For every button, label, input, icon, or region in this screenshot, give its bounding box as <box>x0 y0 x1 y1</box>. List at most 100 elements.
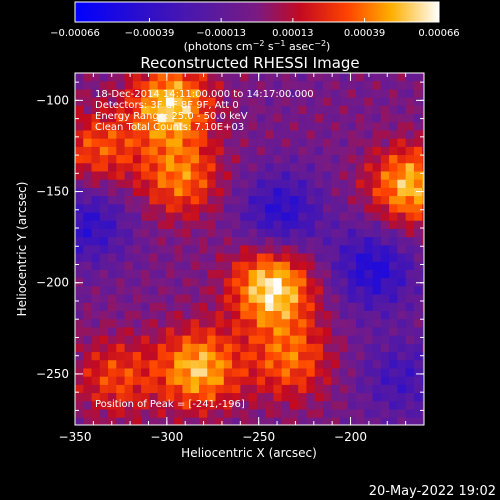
heatmap-cell <box>389 417 398 425</box>
heatmap-cell <box>298 105 308 115</box>
heatmap-cell <box>182 130 192 140</box>
heatmap-cell <box>165 81 175 91</box>
heatmap-cell <box>190 360 200 370</box>
heatmap-cell <box>108 302 117 312</box>
heatmap-cell <box>314 212 324 222</box>
heatmap-cell <box>108 294 117 304</box>
heatmap-cell <box>422 384 424 394</box>
heatmap-cell <box>314 311 324 320</box>
heatmap-cell <box>141 196 150 205</box>
heatmap-cell <box>430 106 439 115</box>
heatmap-cell <box>314 401 324 411</box>
heatmap-cell <box>223 409 233 419</box>
heatmap-cell <box>132 409 142 419</box>
heatmap-cell <box>215 228 225 238</box>
heatmap-cell <box>273 376 283 386</box>
heatmap-cell <box>339 81 349 91</box>
heatmap-cell <box>108 81 117 91</box>
heatmap-cell <box>372 220 382 230</box>
heatmap-cell <box>380 155 390 164</box>
heatmap-cell <box>339 269 349 279</box>
colorbar-ticks: −0.00066 −0.00039 −0.00013 0.00013 0.00039 0.… <box>50 18 460 39</box>
heatmap-cell <box>99 81 109 91</box>
heatmap-cell <box>149 409 159 419</box>
heatmap-cell <box>430 98 439 107</box>
heatmap-cell <box>322 352 332 361</box>
heatmap-cell <box>347 73 357 82</box>
heatmap-cell <box>141 327 150 337</box>
heatmap-cell <box>157 187 167 197</box>
heatmap-cell <box>422 228 424 238</box>
heatmap-cell <box>248 204 258 214</box>
heatmap-cell <box>282 426 291 435</box>
heatmap-cell <box>124 261 134 271</box>
heatmap-cell <box>372 105 382 115</box>
heatmap-cell <box>108 179 117 189</box>
heatmap-cell <box>389 220 398 230</box>
heatmap-cell <box>174 187 184 197</box>
heatmap-cell <box>99 360 109 370</box>
heatmap-cell <box>248 73 258 82</box>
heatmap-cell <box>223 171 233 181</box>
heatmap-cell <box>99 417 109 425</box>
heatmap-cell <box>322 278 332 287</box>
heatmap-cell <box>182 327 192 337</box>
heatmap-cell <box>75 294 84 304</box>
heatmap-cell <box>380 138 390 148</box>
heatmap-cell <box>174 286 184 296</box>
heatmap-cell <box>198 401 208 411</box>
heatmap-cell <box>207 286 217 296</box>
heatmap-cell <box>339 278 349 287</box>
heatmap-cell <box>108 212 117 222</box>
heatmap-cell <box>91 237 101 246</box>
heatmap-cell <box>289 286 299 296</box>
heatmap-cell <box>339 335 349 345</box>
heatmap-cell <box>372 146 382 156</box>
heatmap-cell <box>273 138 283 148</box>
heatmap-cell <box>397 384 407 394</box>
heatmap-cell <box>289 155 299 164</box>
heatmap-cell <box>248 220 258 230</box>
heatmap-cell <box>372 327 382 337</box>
heatmap-cell <box>281 228 291 238</box>
heatmap-cell <box>132 286 142 296</box>
heatmap-cell <box>347 343 357 353</box>
heatmap-cell <box>223 204 233 214</box>
heatmap-cell <box>215 335 225 345</box>
heatmap-cell <box>149 269 159 279</box>
heatmap-cell <box>141 97 150 107</box>
heatmap-cell <box>331 89 341 99</box>
heatmap-cell <box>256 335 266 345</box>
heatmap-cell <box>422 73 424 82</box>
heatmap-cell <box>389 212 398 222</box>
heatmap-cell <box>372 384 382 394</box>
heatmap-cell <box>182 343 192 353</box>
heatmap-cell <box>75 204 84 214</box>
heatmap-cell <box>216 426 225 435</box>
heatmap-cell <box>198 360 208 370</box>
heatmap-cell <box>380 286 390 296</box>
heatmap-cell <box>389 360 398 370</box>
heatmap-cell <box>215 97 225 107</box>
heatmap-cell <box>232 384 241 394</box>
heatmap-cell <box>157 401 167 411</box>
heatmap-cell <box>389 228 398 238</box>
heatmap-cell <box>289 376 299 386</box>
heatmap-cell <box>430 139 439 148</box>
heatmap-cell <box>347 179 357 189</box>
heatmap-cell <box>381 426 390 435</box>
heatmap-cell <box>91 196 101 205</box>
heatmap-cell <box>256 417 266 425</box>
heatmap-cell <box>124 122 134 132</box>
heatmap-cell <box>289 187 299 197</box>
heatmap-cell <box>215 89 225 99</box>
heatmap-cell <box>380 302 390 312</box>
heatmap-cell <box>182 138 192 148</box>
heatmap-cell <box>430 89 439 98</box>
heatmap-cell <box>174 368 184 378</box>
heatmap-cell <box>75 311 84 320</box>
heatmap-cell <box>248 245 258 255</box>
heatmap-cell <box>273 368 283 378</box>
heatmap-cell <box>124 155 134 164</box>
heatmap-cell <box>356 155 365 164</box>
